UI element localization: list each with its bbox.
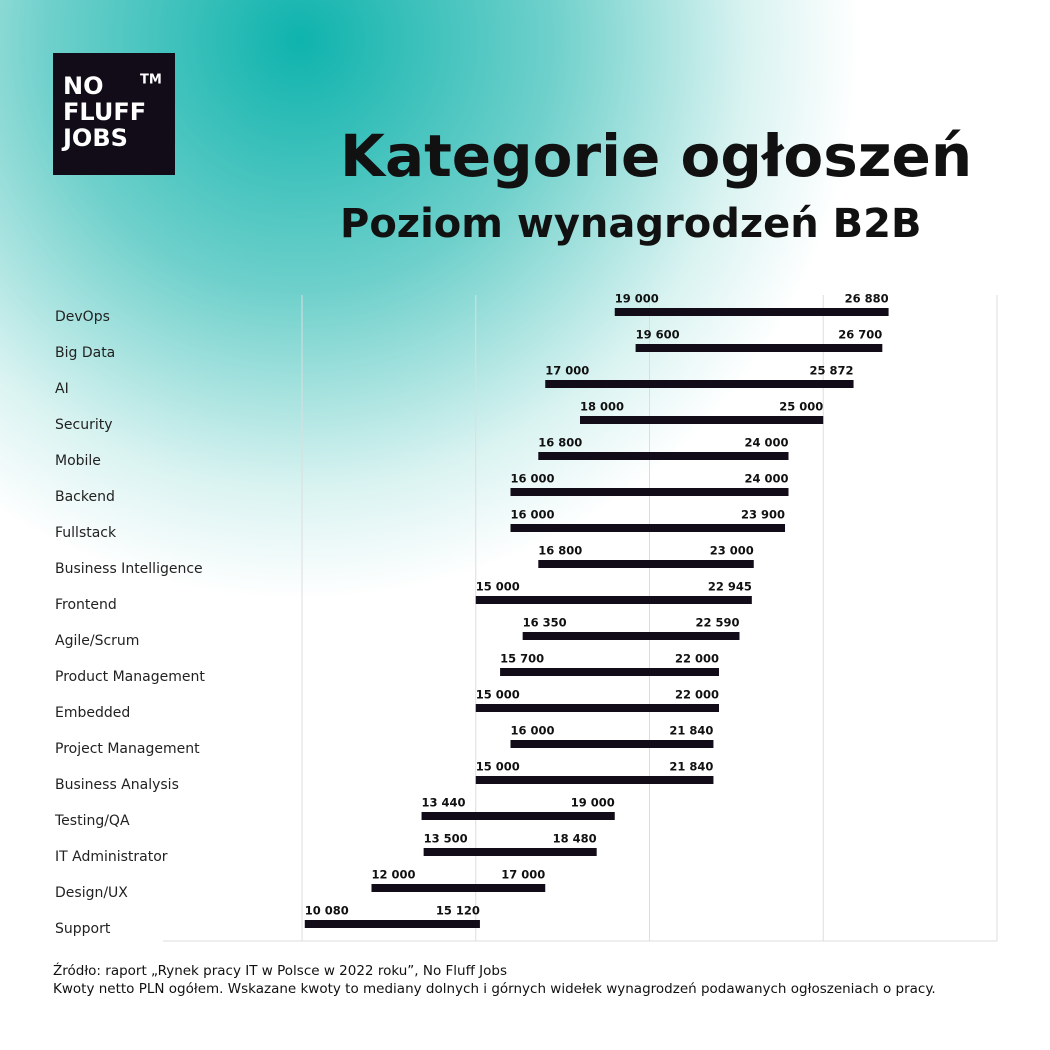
- range-bar: [522, 632, 740, 640]
- low-label: 10 080: [305, 904, 349, 918]
- low-label: 16 800: [538, 436, 582, 450]
- range-bar: [475, 704, 719, 712]
- range-bar: [475, 596, 752, 604]
- logo-text: NO: [63, 72, 104, 100]
- range-bar: [510, 740, 714, 748]
- category-label: Embedded: [55, 705, 130, 721]
- low-label: 15 000: [476, 580, 520, 594]
- low-label: 19 600: [636, 328, 680, 342]
- category-label: Support: [55, 921, 111, 937]
- category-label: Testing/QA: [54, 813, 130, 829]
- range-bar: [510, 488, 789, 496]
- range-bar: [423, 848, 597, 856]
- range-bar: [510, 524, 786, 532]
- range-bar: [614, 308, 889, 316]
- high-label: 26 880: [845, 292, 889, 306]
- low-label: 16 350: [523, 616, 567, 630]
- high-label: 26 700: [838, 328, 882, 342]
- high-label: 24 000: [744, 436, 788, 450]
- low-label: 16 000: [511, 472, 555, 486]
- category-label: Frontend: [55, 597, 117, 613]
- category-label: DevOps: [55, 309, 110, 325]
- category-label: Fullstack: [55, 525, 117, 541]
- range-bar: [304, 920, 480, 928]
- logo-text: FLUFF: [63, 98, 146, 126]
- high-label: 21 840: [669, 760, 713, 774]
- high-label: 23 000: [710, 544, 754, 558]
- range-bar: [500, 668, 719, 676]
- range-bar: [538, 560, 754, 568]
- range-bar: [580, 416, 824, 424]
- low-label: 19 000: [615, 292, 659, 306]
- low-label: 15 000: [476, 760, 520, 774]
- category-label: IT Administrator: [55, 849, 168, 865]
- range-bar: [635, 344, 883, 352]
- chart-title: Kategorie ogłoszeń: [340, 122, 972, 190]
- logo-text: JOBS: [61, 124, 128, 152]
- low-label: 17 000: [545, 364, 589, 378]
- category-label: Security: [55, 417, 113, 433]
- low-label: 15 700: [500, 652, 544, 666]
- low-label: 15 000: [476, 688, 520, 702]
- category-label: Mobile: [55, 453, 101, 469]
- category-label: Big Data: [55, 345, 115, 361]
- high-label: 22 000: [675, 652, 719, 666]
- high-label: 22 000: [675, 688, 719, 702]
- high-label: 25 000: [779, 400, 823, 414]
- range-bar: [538, 452, 789, 460]
- footnote: Kwoty netto PLN ogółem. Wskazane kwoty t…: [53, 981, 936, 997]
- category-label: Backend: [55, 489, 115, 505]
- range-bar: [475, 776, 714, 784]
- chart-subtitle: Poziom wynagrodzeń B2B: [340, 201, 921, 247]
- high-label: 24 000: [744, 472, 788, 486]
- high-label: 22 590: [695, 616, 739, 630]
- low-label: 16 000: [511, 508, 555, 522]
- high-label: 25 872: [810, 364, 854, 378]
- high-label: 19 000: [571, 796, 615, 810]
- high-label: 21 840: [669, 724, 713, 738]
- category-label: Business Intelligence: [55, 561, 203, 577]
- low-label: 13 500: [424, 832, 468, 846]
- category-label: AI: [55, 381, 69, 397]
- low-label: 16 000: [511, 724, 555, 738]
- high-label: 17 000: [501, 868, 545, 882]
- low-label: 13 440: [422, 796, 466, 810]
- high-label: 22 945: [708, 580, 752, 594]
- range-bar: [421, 812, 615, 820]
- category-label: Product Management: [55, 669, 205, 685]
- range-bar: [545, 380, 854, 388]
- low-label: 16 800: [538, 544, 582, 558]
- high-label: 23 900: [741, 508, 785, 522]
- high-label: 18 480: [553, 832, 597, 846]
- logo-box: [53, 53, 175, 175]
- category-label: Project Management: [55, 741, 200, 757]
- logo-mark: TM: [140, 73, 162, 88]
- source-note: Źródło: raport „Rynek pracy IT w Polsce …: [53, 961, 507, 979]
- low-label: 18 000: [580, 400, 624, 414]
- high-label: 15 120: [436, 904, 480, 918]
- category-label: Business Analysis: [55, 777, 179, 793]
- range-bar: [371, 884, 546, 892]
- category-label: Design/UX: [55, 885, 128, 901]
- low-label: 12 000: [372, 868, 416, 882]
- category-label: Agile/Scrum: [55, 633, 139, 649]
